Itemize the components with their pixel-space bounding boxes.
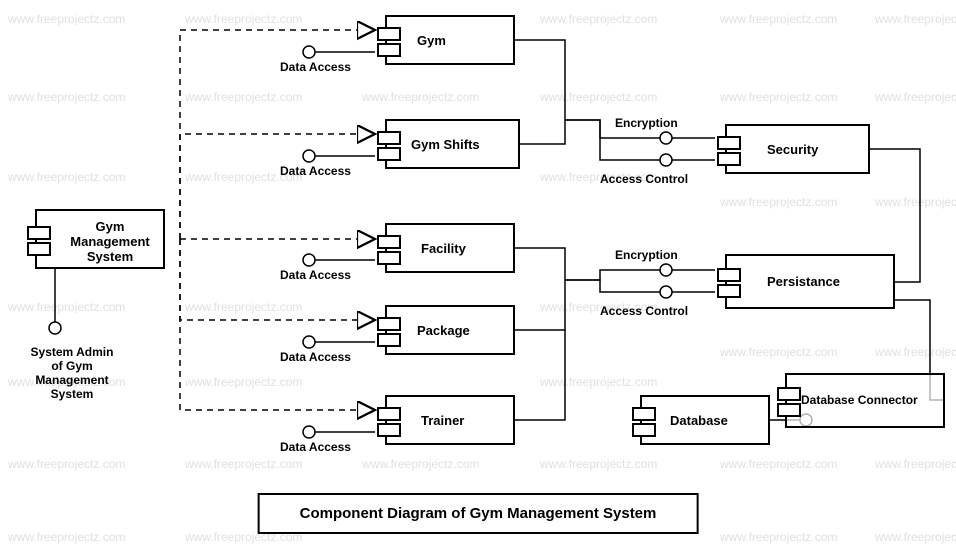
iface-enc-persist: Encryption <box>615 248 678 262</box>
component-trainer-label: Trainer <box>421 413 464 428</box>
iface-enc-security: Encryption <box>615 116 678 130</box>
component-security-label: Security <box>767 142 818 157</box>
component-gym: Gym <box>385 15 515 65</box>
iface-da-gym: Data Access <box>280 60 351 74</box>
iface-da-shifts: Data Access <box>280 164 351 178</box>
component-persistance-label: Persistance <box>767 274 840 289</box>
component-security: Security <box>725 124 870 174</box>
iface-da-package: Data Access <box>280 350 351 364</box>
component-gms: Gym Management System <box>35 209 165 269</box>
component-database-label: Database <box>670 413 728 428</box>
component-gym-label: Gym <box>417 33 446 48</box>
iface-acc-security: Access Control <box>600 172 688 186</box>
iface-acc-persist: Access Control <box>600 304 688 318</box>
component-facility-label: Facility <box>421 241 466 256</box>
component-gms-label: Gym Management System <box>55 219 165 264</box>
iface-da-facility: Data Access <box>280 268 351 282</box>
component-database: Database <box>640 395 770 445</box>
component-package: Package <box>385 305 515 355</box>
component-trainer: Trainer <box>385 395 515 445</box>
component-connector: Database Connector <box>785 373 945 428</box>
component-connector-label: Database Connector <box>801 393 918 407</box>
component-persistance: Persistance <box>725 254 895 309</box>
component-shifts-label: Gym Shifts <box>411 137 480 152</box>
component-facility: Facility <box>385 223 515 273</box>
iface-da-trainer: Data Access <box>280 440 351 454</box>
iface-sysadmin-label: System Admin of Gym Management System <box>12 345 132 401</box>
component-shifts: Gym Shifts <box>385 119 520 169</box>
component-package-label: Package <box>417 323 470 338</box>
diagram-title: Component Diagram of Gym Management Syst… <box>258 493 699 534</box>
